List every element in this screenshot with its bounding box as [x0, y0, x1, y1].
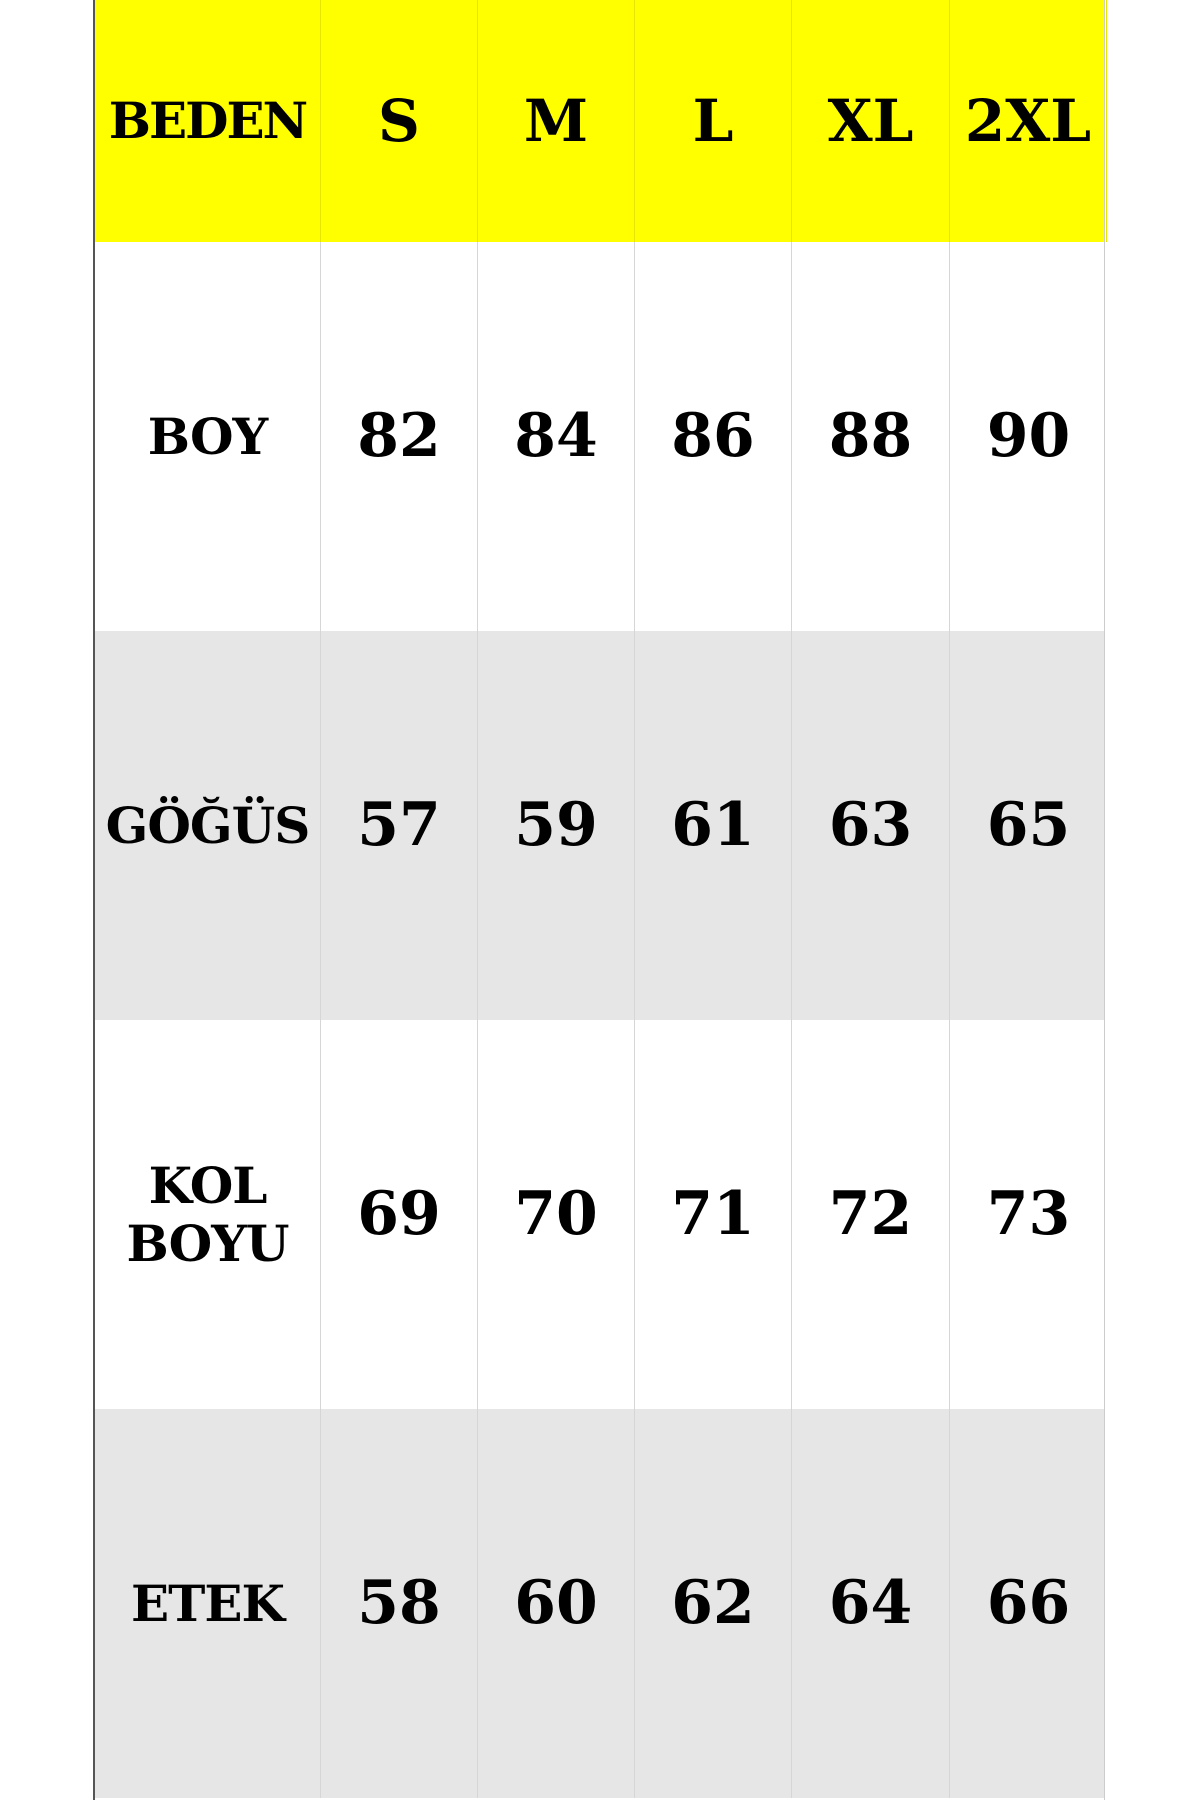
measurement-cell: 60	[478, 1409, 635, 1798]
measurement-cell: 72	[792, 1020, 950, 1409]
measurement-cell: 70	[478, 1020, 635, 1409]
measurement-cell: 71	[635, 1020, 792, 1409]
table-row: GÖĞÜS 57 59 61 63 65	[95, 631, 1104, 1020]
row-label: GÖĞÜS	[95, 631, 321, 1020]
measurement-cell: 90	[986, 401, 1071, 471]
size-header-l: L	[635, 0, 792, 242]
table-row: ETEK 58 60 62 64 66	[95, 1409, 1104, 1798]
measurement-cell: 82	[321, 242, 478, 631]
header-label: BEDEN	[95, 0, 321, 242]
table-row: KOL BOYU 69 70 71 72 73	[95, 1020, 1104, 1409]
measurement-cell: 86	[635, 242, 792, 631]
size-header-m: M	[478, 0, 635, 242]
size-header-2xl: 2XL	[950, 0, 1107, 242]
size-header-s: S	[321, 0, 478, 242]
row-label: BOY	[95, 242, 321, 631]
row-label: ETEK	[95, 1409, 321, 1798]
measurement-cell: 84	[478, 242, 635, 631]
measurement-cell: 61	[635, 631, 792, 1020]
table-row: BOY 82 84 86 88 90	[95, 242, 1104, 631]
measurement-cell: 64	[792, 1409, 950, 1798]
size-header-xl: XL	[792, 0, 950, 242]
measurement-cell: 62	[635, 1409, 792, 1798]
measurement-cell: 58	[321, 1409, 478, 1798]
measurement-cell: 65	[986, 790, 1071, 860]
measurement-cell: 69	[321, 1020, 478, 1409]
row-label: KOL BOYU	[95, 1020, 321, 1409]
measurement-cell: 59	[478, 631, 635, 1020]
measurement-cell: 66	[986, 1568, 1071, 1638]
measurement-cell: 73	[986, 1179, 1071, 1249]
measurement-cell: 57	[321, 631, 478, 1020]
size-chart-table: BEDEN S M L XL 2XL BOY 82 84 86 88 90 GÖĞÜS 57 5…	[93, 0, 1107, 1800]
header-row: BEDEN S M L XL 2XL	[95, 0, 1107, 242]
measurement-cell: 88	[792, 242, 950, 631]
measurement-cell: 63	[792, 631, 950, 1020]
